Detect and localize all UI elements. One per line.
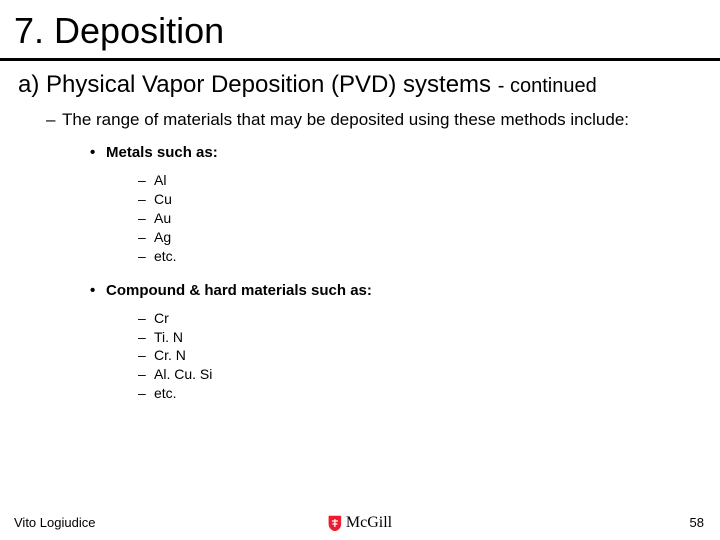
dash-icon: – [138, 309, 154, 328]
level3-item: –Ag [24, 228, 696, 247]
level3-item: –etc. [24, 247, 696, 266]
level3-block: –Al –Cu –Au –Ag –etc. [24, 171, 696, 265]
subtitle-main: a) Physical Vapor Deposition (PVD) syste… [18, 71, 491, 98]
slide: 7. Deposition a) Physical Vapor Depositi… [0, 0, 720, 540]
dash-icon: – [138, 171, 154, 190]
level3-text: Al. Cu. Si [154, 366, 212, 382]
level2-text: Compound & hard materials such as: [106, 282, 372, 299]
dash-icon: – [138, 228, 154, 247]
level1-item: –The range of materials that may be depo… [24, 109, 696, 130]
page-number: 58 [690, 515, 704, 530]
level3-item: –Al. Cu. Si [24, 365, 696, 384]
level3-item: –etc. [24, 384, 696, 403]
dash-icon: – [138, 247, 154, 266]
level3-item: –Cr [24, 309, 696, 328]
dash-icon: – [138, 346, 154, 365]
level3-item: –Cr. N [24, 346, 696, 365]
level3-block: –Cr –Ti. N –Cr. N –Al. Cu. Si –etc. [24, 309, 696, 403]
dash-icon: – [138, 365, 154, 384]
subtitle: a) Physical Vapor Deposition (PVD) syste… [0, 71, 720, 109]
level3-text: Cr [154, 310, 169, 326]
logo: McGill [328, 514, 392, 532]
level3-text: Cu [154, 191, 172, 207]
author: Vito Logiudice [14, 515, 95, 530]
level3-text: etc. [154, 248, 177, 264]
shield-icon [328, 515, 342, 531]
level2-item: •Metals such as: [24, 144, 696, 161]
level2-text: Metals such as: [106, 144, 218, 161]
level3-text: Au [154, 210, 171, 226]
title-rule [0, 58, 720, 61]
level3-item: –Al [24, 171, 696, 190]
level2-item: •Compound & hard materials such as: [24, 282, 696, 299]
dash-icon: – [138, 190, 154, 209]
level3-text: etc. [154, 385, 177, 401]
level3-item: –Ti. N [24, 328, 696, 347]
dash-icon: – [138, 384, 154, 403]
logo-text: McGill [346, 514, 392, 532]
level3-text: Cr. N [154, 347, 186, 363]
level3-text: Ti. N [154, 329, 183, 345]
slide-title: 7. Deposition [0, 0, 720, 58]
bullet-icon: • [90, 144, 106, 161]
level3-item: –Cu [24, 190, 696, 209]
dash-icon: – [138, 209, 154, 228]
dash-icon: – [46, 109, 62, 130]
body: –The range of materials that may be depo… [0, 109, 720, 403]
dash-icon: – [138, 328, 154, 347]
footer: Vito Logiudice McGill 58 [0, 508, 720, 530]
level3-text: Al [154, 172, 166, 188]
level3-text: Ag [154, 229, 171, 245]
bullet-icon: • [90, 282, 106, 299]
subtitle-continued: - continued [498, 75, 597, 97]
level3-item: –Au [24, 209, 696, 228]
level1-text: The range of materials that may be depos… [62, 110, 629, 129]
